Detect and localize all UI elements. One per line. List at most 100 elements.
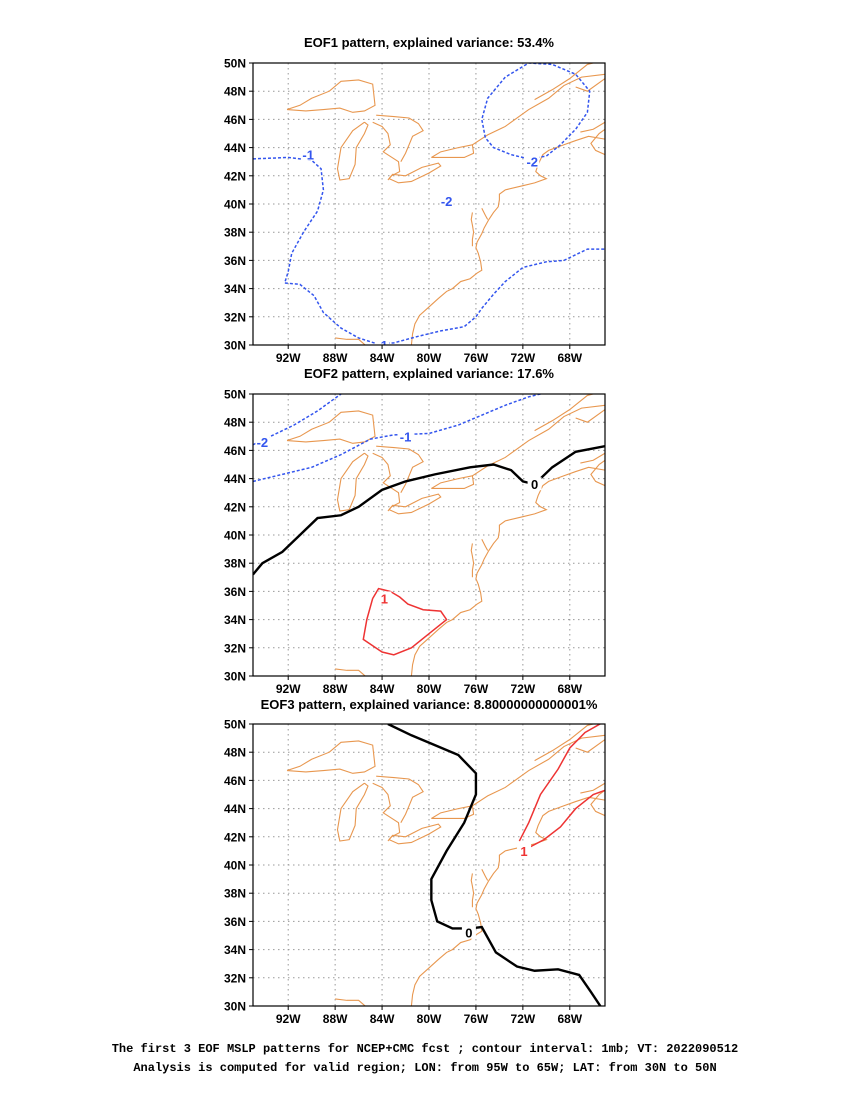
- michigan-lower-peninsula-coast: [372, 121, 401, 181]
- map-panel-2: -2 -1 0 1 30N 32N 34N 36N 38N 40N 42N 44N 46N 48N 50N 9…: [224, 388, 606, 696]
- contour-label: -1: [400, 429, 412, 444]
- lake-ontario-outline: [431, 475, 475, 490]
- atlantic-coast: [410, 466, 605, 676]
- contour-label: -2: [526, 155, 538, 170]
- contour-label-bg: [398, 429, 413, 443]
- grid-lines: [253, 394, 605, 676]
- contours: -2 -1 0 1: [253, 394, 605, 656]
- contour-line: [481, 63, 591, 160]
- y-tick-label: 30N: [224, 670, 246, 684]
- y-tick-label: 48N: [224, 746, 246, 760]
- contour-label-bg: [439, 194, 454, 208]
- contour-line: [518, 724, 602, 842]
- gulf-coast: [335, 337, 367, 345]
- panel-2-title: EOF2 pattern, explained variance: 17.6%: [304, 366, 554, 381]
- chesapeake-bay-outline: [470, 212, 475, 247]
- x-tick-label: 80W: [417, 1012, 442, 1026]
- x-tick-label: 72W: [511, 1012, 536, 1026]
- contour-label-bg: [525, 154, 540, 168]
- contour-line: [253, 394, 342, 446]
- x-tick-label: 76W: [464, 682, 489, 696]
- y-tick-label: 30N: [224, 1000, 246, 1014]
- caption-line-2: Analysis is computed for valid region; L…: [133, 1061, 717, 1075]
- contour-label-bg: [461, 925, 476, 939]
- delaware-bay-outline: [481, 207, 489, 220]
- x-tick-label: 80W: [417, 682, 442, 696]
- y-tick-label: 34N: [224, 943, 246, 957]
- north-shore-coast: [534, 724, 594, 762]
- contour-line: [524, 789, 605, 851]
- x-tick-label: 92W: [276, 1012, 301, 1026]
- nova-scotia-coast: [590, 459, 605, 487]
- y-tick-label: 34N: [224, 282, 246, 296]
- x-tick-label: 76W: [464, 351, 489, 365]
- contour-label: -2: [257, 435, 269, 450]
- gulf-coast: [335, 668, 367, 676]
- contours: 01: [387, 724, 605, 1006]
- delaware-bay-outline: [481, 868, 489, 881]
- lake-huron-outline: [376, 775, 424, 823]
- x-tick-label: 72W: [511, 682, 536, 696]
- y-tick-label: 38N: [224, 557, 246, 571]
- y-tick-label: 38N: [224, 887, 246, 901]
- contour-label: -1: [302, 148, 314, 163]
- x-tick-label: 84W: [370, 1012, 395, 1026]
- contour-line: [387, 724, 602, 1006]
- x-tick-label: 76W: [464, 1012, 489, 1026]
- x-tick-label: 92W: [276, 351, 301, 365]
- lake-michigan-outline: [336, 782, 369, 842]
- x-tick-label: 68W: [557, 1012, 582, 1026]
- lake-huron-outline: [376, 114, 424, 162]
- y-tick-label: 36N: [224, 915, 246, 929]
- y-tick-label: 50N: [224, 388, 246, 402]
- y-tick-label: 36N: [224, 585, 246, 599]
- y-tick-label: 48N: [224, 416, 246, 430]
- contour-label: 0: [465, 926, 472, 941]
- atlantic-coast: [410, 135, 605, 345]
- y-tick-label: 40N: [224, 198, 246, 212]
- contour-label-bg: [517, 843, 532, 857]
- y-tick-label: 40N: [224, 529, 246, 543]
- michigan-lower-peninsula-coast: [372, 782, 401, 842]
- contour-label: -1: [376, 338, 388, 353]
- gaspe-coast: [575, 409, 605, 423]
- x-tick-label: 92W: [276, 682, 301, 696]
- x-tick-label: 88W: [323, 1012, 348, 1026]
- gaspe-coast: [575, 78, 605, 92]
- y-tick-label: 44N: [224, 802, 246, 816]
- y-tick-label: 42N: [224, 500, 246, 514]
- y-tick-label: 30N: [224, 339, 246, 353]
- coastlines: [286, 724, 605, 1006]
- lake-superior-outline: [286, 79, 376, 113]
- contour-label-bg: [255, 434, 270, 448]
- x-tick-label: 84W: [370, 351, 395, 365]
- y-tick-label: 46N: [224, 444, 246, 458]
- y-tick-label: 50N: [224, 57, 246, 71]
- y-tick-label: 40N: [224, 859, 246, 873]
- chesapeake-bay-outline: [470, 873, 475, 908]
- lake-ontario-outline: [431, 144, 475, 159]
- grid-lines: [253, 724, 605, 1006]
- lake-michigan-outline: [336, 121, 369, 181]
- y-tick-label: 32N: [224, 310, 246, 324]
- x-tick-label: 88W: [323, 682, 348, 696]
- delaware-bay-outline: [481, 538, 489, 551]
- lake-huron-outline: [376, 445, 424, 493]
- y-tick-label: 32N: [224, 971, 246, 985]
- nova-scotia-coast: [590, 789, 605, 817]
- lake-michigan-outline: [336, 452, 369, 512]
- bay-of-fundy-coast: [580, 121, 605, 133]
- contour-label: 0: [531, 477, 538, 492]
- contour-label: 1: [520, 844, 527, 859]
- panel-3-title: EOF3 pattern, explained variance: 8.8000…: [260, 697, 598, 712]
- gulf-coast: [335, 998, 367, 1006]
- lake-superior-outline: [286, 740, 376, 774]
- contour-label-bg: [375, 338, 390, 345]
- contour-label-bg: [301, 147, 316, 161]
- contour-label: 1: [381, 591, 388, 606]
- x-tick-label: 80W: [417, 351, 442, 365]
- contour-line: [253, 156, 605, 345]
- y-tick-label: 32N: [224, 641, 246, 655]
- lake-erie-outline: [388, 162, 442, 184]
